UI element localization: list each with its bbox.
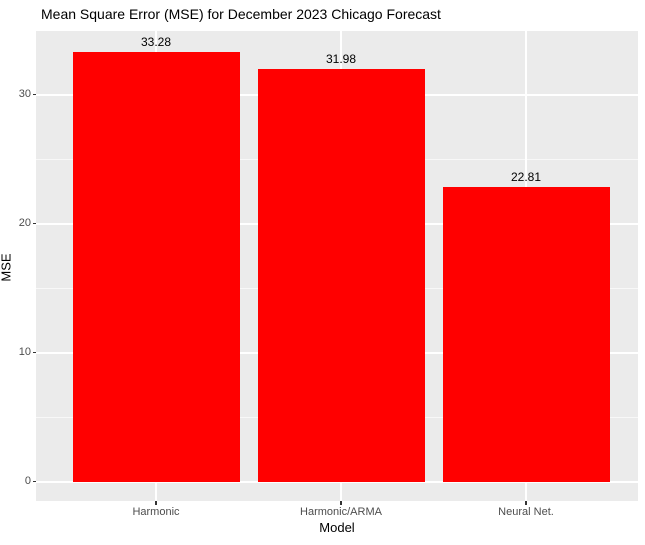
x-tick-mark [340,501,342,505]
y-tick-label: 20 [18,216,31,229]
gridline-major-y [36,480,638,483]
y-tick-mark [32,351,36,354]
x-tick-label: Neural Net. [498,506,554,518]
x-tick-label: Harmonic [132,506,180,518]
y-tick-mark [32,223,36,225]
bar [442,187,610,482]
x-axis-title: Model [319,520,355,535]
plot-title: Mean Square Error (MSE) for December 202… [41,6,441,22]
x-tick-mark [525,501,527,505]
y-tick-mark [32,94,36,96]
bar [72,52,240,482]
plot-panel [36,31,638,501]
bar [257,69,425,482]
y-tick-label: 0 [24,474,31,487]
y-tick-label: 30 [18,87,31,100]
bar-value-label: 31.98 [325,52,357,67]
bar-value-label: 33.28 [140,35,172,50]
x-tick-label: Harmonic/ARMA [300,506,382,518]
y-axis-title: MSE [0,253,14,282]
y-tick-mark [32,480,36,483]
bar-value-label: 22.81 [510,170,542,185]
x-tick-mark [155,501,157,505]
y-tick-label: 10 [18,345,31,358]
